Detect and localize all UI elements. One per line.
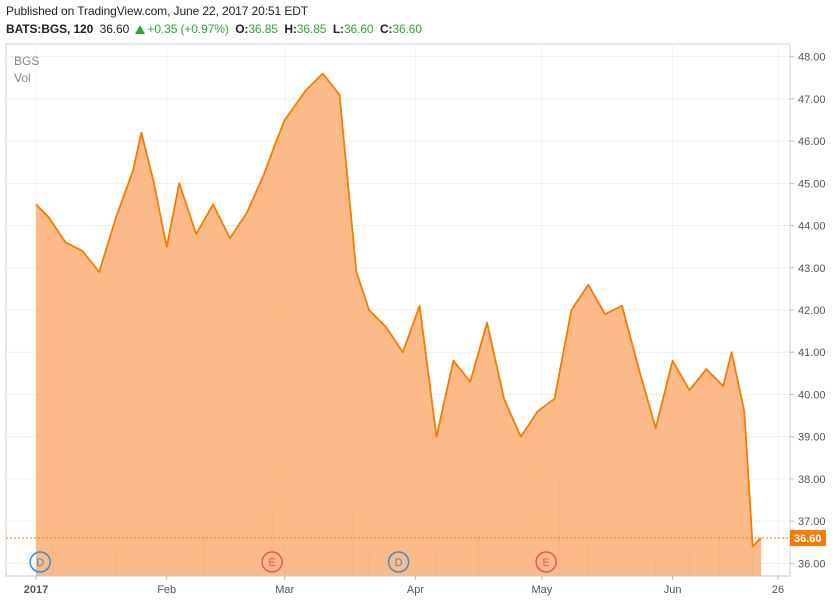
price-change: +0.35 (+0.97%) — [147, 22, 229, 36]
published-caption: Published on TradingView.com, June 22, 2… — [6, 4, 309, 18]
event-badge-circle — [387, 551, 410, 573]
event-badge-label: E — [268, 557, 275, 569]
event-badge-circle — [29, 551, 51, 573]
y-tick-label: 37.00 — [798, 516, 826, 528]
y-tick-label: 38.00 — [798, 474, 826, 486]
close-value: 36.60 — [392, 22, 422, 36]
price-axis: 36.00 37.00 38.00 39.00 40.00 41.00 42.00 43.00… — [790, 52, 826, 570]
x-tick-label: Mar — [275, 584, 294, 596]
legend-volume: Vol — [14, 71, 31, 85]
close-label: C: — [379, 22, 393, 36]
y-tick-label: 48.00 — [798, 52, 826, 64]
event-badge-label: E — [542, 557, 549, 569]
quote-line: BATS:BGS, 120 36.60 +0.35 (+0.97%) O:36.… — [6, 22, 422, 36]
last-price-tag-label: 36.60 — [794, 533, 822, 545]
y-tick-label: 36.00 — [798, 558, 826, 570]
x-tick-label: Apr — [407, 584, 424, 596]
event-badge-circle — [535, 551, 557, 573]
high-value: 36.85 — [296, 22, 327, 36]
price-area — [36, 73, 762, 576]
x-tick-label: May — [532, 584, 553, 596]
low-value: 36.60 — [343, 22, 374, 36]
y-tick-label: 46.00 — [798, 136, 826, 148]
last-price-tag-bg — [790, 530, 826, 546]
legend-symbol: BGS — [14, 54, 40, 68]
y-tick-label: 42.00 — [798, 305, 826, 317]
last-price-tag: 36.60 — [790, 530, 826, 546]
earnings-marker[interactable]: E — [261, 551, 283, 573]
x-tick-label: 2017 — [24, 584, 48, 596]
dividend-marker[interactable]: D — [387, 551, 410, 573]
event-badge-label: D — [395, 557, 403, 569]
earnings-marker[interactable]: E — [535, 551, 557, 573]
open-label: O: — [235, 22, 249, 36]
x-tick-label: 26 — [772, 584, 784, 596]
last-price: 36.60 — [99, 22, 130, 36]
up-arrow-icon — [135, 25, 146, 34]
symbol-interval: BATS:BGS, 120 — [6, 22, 94, 36]
open-value: 36.85 — [248, 22, 278, 36]
event-badge-label: D — [36, 557, 44, 569]
x-tick-label: Feb — [157, 584, 176, 596]
y-tick-label: 44.00 — [798, 221, 826, 233]
y-tick-label: 40.00 — [798, 389, 826, 401]
x-tick-label: Jun — [664, 584, 682, 596]
y-tick-label: 39.00 — [798, 432, 826, 444]
high-label: H: — [284, 22, 297, 36]
y-tick-label: 41.00 — [798, 347, 826, 359]
y-tick-label: 45.00 — [798, 178, 826, 190]
time-axis: 2017 Feb Mar Apr May Jun 26 — [24, 576, 784, 596]
y-tick-label: 47.00 — [798, 94, 826, 106]
chart-header: Published on TradingView.com, June 22, 2… — [0, 0, 838, 44]
dividend-marker[interactable]: D — [29, 551, 51, 573]
low-label: L: — [332, 22, 344, 36]
y-tick-label: 43.00 — [798, 263, 826, 275]
price-line — [35, 72, 762, 548]
event-badge-circle — [261, 551, 283, 573]
